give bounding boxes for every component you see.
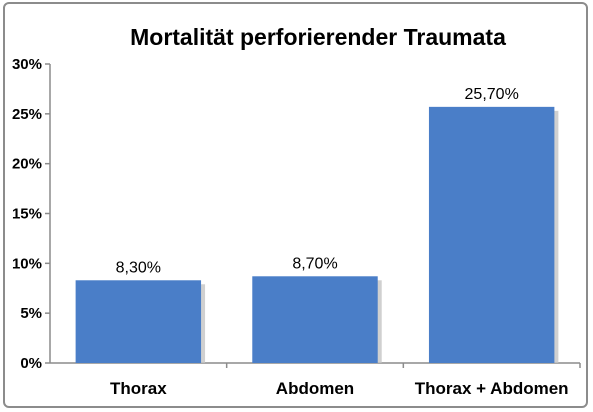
data-label: 8,30% <box>116 259 161 276</box>
chart-title: Mortalität perforierender Traumata <box>130 24 506 50</box>
data-label: 25,70% <box>465 86 519 103</box>
category-label: Abdomen <box>276 379 354 398</box>
y-tick-label: 10% <box>12 255 42 272</box>
bar-1 <box>75 280 202 363</box>
y-tick-label: 0% <box>20 355 42 372</box>
data-label: 8,70% <box>292 255 337 272</box>
plot-area: 0% 5% 10% 15% 20% 25% 30% 8,30% Thorax 8,70% Abdom… <box>12 56 581 398</box>
category-label: Thorax + Abdomen <box>415 379 569 398</box>
y-tick-label: 5% <box>20 305 42 322</box>
bar-2 <box>252 276 378 363</box>
bar-3 <box>428 106 555 364</box>
y-tick-label: 20% <box>12 156 42 173</box>
y-tick-label: 15% <box>12 206 42 223</box>
category-label: Thorax <box>110 379 167 398</box>
y-tick-label: 30% <box>12 56 42 73</box>
y-tick-label: 25% <box>12 106 42 123</box>
